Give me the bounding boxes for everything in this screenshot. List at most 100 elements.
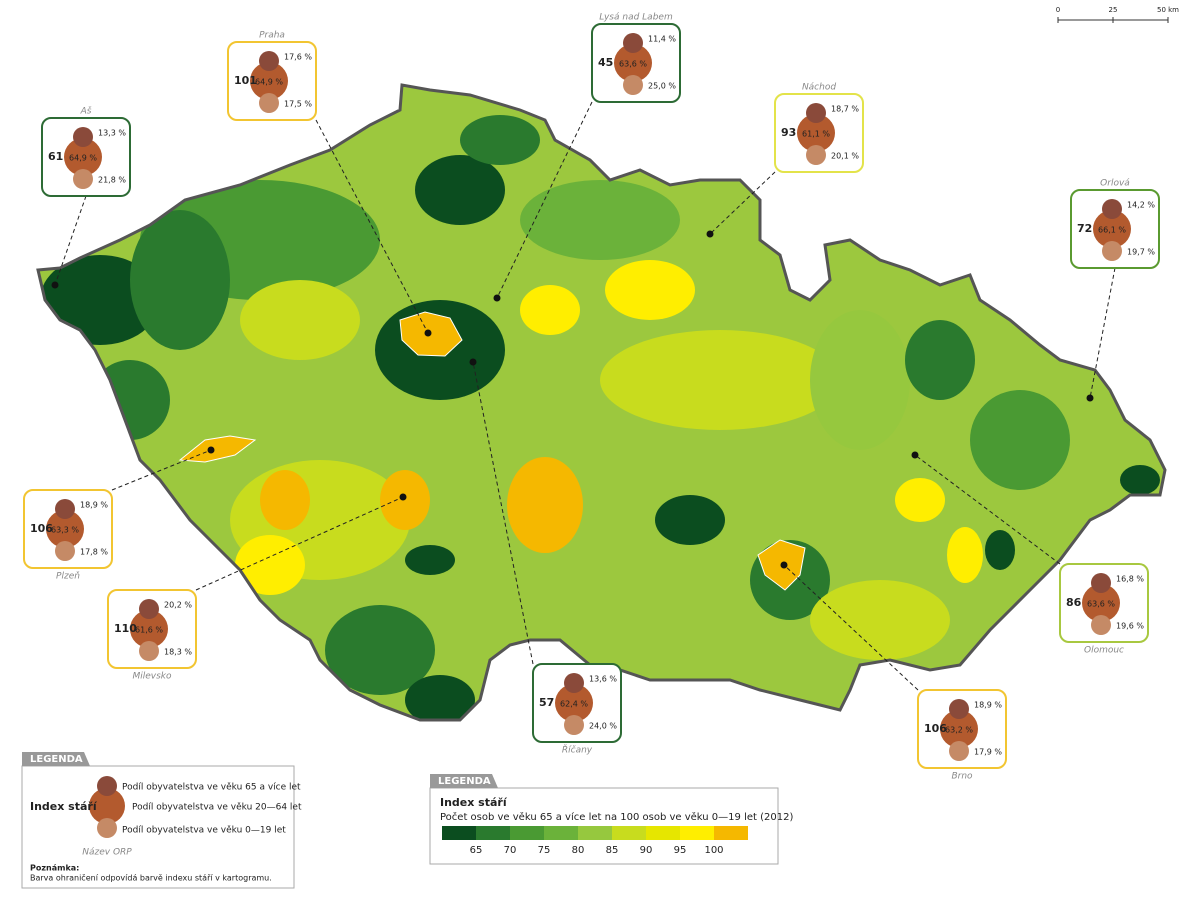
pct-65: 16,8 % xyxy=(1116,575,1144,584)
callout-name: Orlová xyxy=(1100,179,1130,189)
location-dot xyxy=(51,281,59,289)
pct-20-64: 63,6 % xyxy=(1087,600,1115,609)
index-value: 45 xyxy=(598,56,613,69)
location-dot xyxy=(911,451,919,459)
pie-mid xyxy=(130,610,168,648)
scale-swatch xyxy=(680,826,714,840)
index-value: 110 xyxy=(114,622,137,635)
pie-top xyxy=(55,499,75,519)
pct-0-19: 17,9 % xyxy=(974,748,1002,757)
callout-name: Milevsko xyxy=(132,672,172,682)
scale-tick-label: 80 xyxy=(572,845,585,856)
location-dot xyxy=(1086,394,1094,402)
index-value: 72 xyxy=(1077,222,1092,235)
pct-65: 18,9 % xyxy=(974,701,1002,710)
scale-swatch xyxy=(476,826,510,840)
pct-0-19: 20,1 % xyxy=(831,152,859,161)
pie-bottom xyxy=(623,75,643,95)
location-dot xyxy=(706,230,714,238)
pct-65: 20,2 % xyxy=(164,601,192,610)
callout-name: Olomouc xyxy=(1084,646,1124,656)
legend-right: LEGENDA Index stáří Počet osob ve věku 6… xyxy=(429,774,793,865)
callout: 45 63,6 % 11,4 % 25,0 % Lysá nad Labem xyxy=(493,13,681,302)
index-value: 57 xyxy=(539,696,554,709)
pct-0-19: 25,0 % xyxy=(648,82,676,91)
pct-20-64: 62,4 % xyxy=(560,700,588,709)
scale-tick-label: 90 xyxy=(640,845,653,856)
callout: 57 62,4 % 13,6 % 24,0 % Říčany xyxy=(469,358,622,756)
pct-20-64: 63,6 % xyxy=(619,60,647,69)
pie-mid xyxy=(250,62,288,100)
index-value: 106 xyxy=(924,722,947,735)
index-value: 101 xyxy=(234,74,257,87)
pie-bottom xyxy=(55,541,75,561)
leader-line xyxy=(111,449,212,491)
legend-left: LEGENDA Index stáří Podíl obyvatelstva v… xyxy=(21,752,302,889)
legend-row: Podíl obyvatelstva ve věku 20—64 let xyxy=(132,803,302,813)
scale-swatch xyxy=(544,826,578,840)
callout-name: Brno xyxy=(951,772,973,782)
leader-line xyxy=(1089,267,1116,399)
location-dot xyxy=(207,446,215,454)
pct-20-64: 66,1 % xyxy=(1098,226,1126,235)
pie-bottom xyxy=(73,169,93,189)
scale-bar: 0 25 50 km xyxy=(1056,6,1179,23)
pie-mid xyxy=(1093,210,1131,248)
scale-label: 50 km xyxy=(1157,6,1179,14)
pie-bottom xyxy=(1091,615,1111,635)
legend-heading: LEGENDA xyxy=(438,776,491,787)
pct-20-64: 61,1 % xyxy=(802,130,830,139)
pie-top xyxy=(1091,573,1111,593)
legend-name-label: Název ORP xyxy=(82,848,132,858)
leader-line xyxy=(496,101,593,299)
pie-bottom xyxy=(259,93,279,113)
pie-top xyxy=(806,103,826,123)
pct-65: 17,6 % xyxy=(284,53,312,62)
callout-name: Lysá nad Labem xyxy=(599,13,673,23)
index-value: 86 xyxy=(1066,596,1082,609)
callout-name: Praha xyxy=(259,31,285,41)
callout: 72 66,1 % 14,2 % 19,7 % Orlová xyxy=(1070,179,1160,402)
legend-subtitle: Počet osob ve věku 65 a více let na 100 … xyxy=(440,811,793,823)
pct-65: 18,9 % xyxy=(80,501,108,510)
pct-20-64: 63,3 % xyxy=(51,526,79,535)
callout: 86 63,6 % 16,8 % 19,6 % Olomouc xyxy=(911,451,1149,656)
scale-tick-label: 70 xyxy=(504,845,517,856)
pct-0-19: 19,6 % xyxy=(1116,622,1144,631)
callout: 61 64,9 % 13,3 % 21,8 % Aš xyxy=(41,106,131,289)
leader-line xyxy=(472,361,534,665)
note-title: Poznámka: xyxy=(30,864,79,873)
pct-0-19: 21,8 % xyxy=(98,176,126,185)
pct-65: 14,2 % xyxy=(1127,201,1155,210)
scale-tick-label: 85 xyxy=(606,845,619,856)
pct-20-64: 64,9 % xyxy=(69,154,97,163)
leader-line xyxy=(315,119,429,334)
leader-line xyxy=(709,171,776,235)
pct-20-64: 63,2 % xyxy=(945,726,973,735)
pie-mid xyxy=(46,510,84,548)
pie-bottom xyxy=(139,641,159,661)
pct-65: 18,7 % xyxy=(831,105,859,114)
pie-mid xyxy=(64,138,102,176)
pct-65: 13,6 % xyxy=(589,675,617,684)
pie-top xyxy=(623,33,643,53)
scale-tick-label: 100 xyxy=(704,845,723,856)
pct-20-64: 61,6 % xyxy=(135,626,163,635)
pie-bottom xyxy=(1102,241,1122,261)
pie-bottom xyxy=(564,715,584,735)
index-value: 106 xyxy=(30,522,53,535)
callout-name: Aš xyxy=(80,106,92,117)
location-dot xyxy=(424,329,432,337)
callout-name: Říčany xyxy=(562,744,593,756)
index-value: 93 xyxy=(781,126,796,139)
scale-swatch xyxy=(612,826,646,840)
scale-tick-label: 75 xyxy=(538,845,551,856)
pie-mid xyxy=(797,114,835,152)
legend-title: Index stáří xyxy=(30,800,98,813)
pie-bottom xyxy=(949,741,969,761)
pie-top xyxy=(73,127,93,147)
location-dot xyxy=(493,294,501,302)
